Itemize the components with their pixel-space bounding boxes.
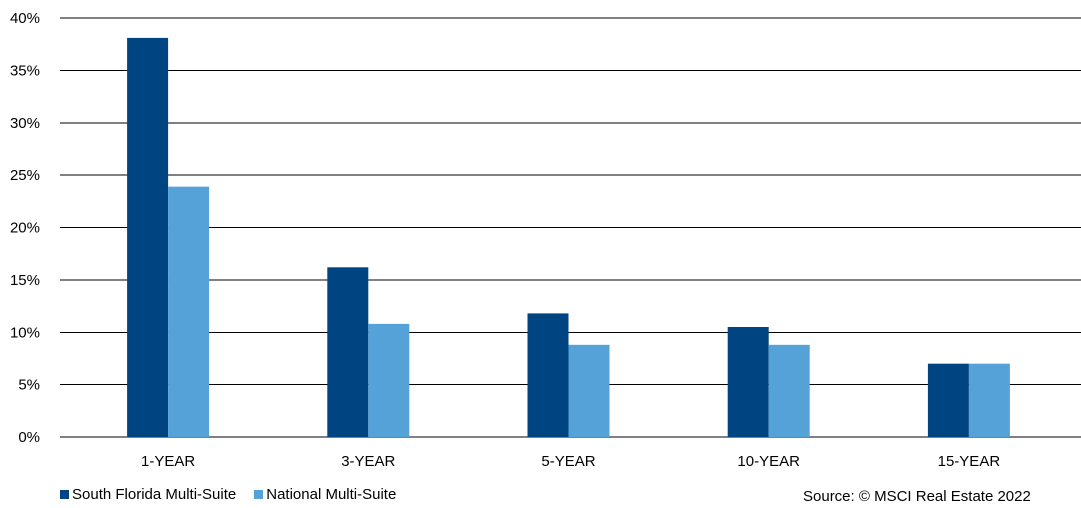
x-tick-label: 10-YEAR <box>737 453 800 470</box>
bar-south-florida-15-year <box>927 363 969 437</box>
legend-label-national: National Multi-Suite <box>266 486 397 503</box>
y-tick-label: 20% <box>10 220 40 237</box>
y-tick-label: 15% <box>10 272 40 289</box>
y-tick-label: 30% <box>10 115 40 132</box>
gridlines <box>60 17 1081 438</box>
y-tick-label: 10% <box>10 324 40 341</box>
bar-south-florida-5-year <box>527 313 569 437</box>
x-tick-label: 15-YEAR <box>938 453 1001 470</box>
bar-national-15-year <box>968 363 1010 437</box>
legend-label-south-florida: South Florida Multi-Suite <box>72 486 237 503</box>
bar-south-florida-10-year <box>727 327 769 437</box>
bar-south-florida-1-year <box>127 37 169 438</box>
y-tick-label: 25% <box>10 167 40 184</box>
legend-item-south-florida: South Florida Multi-Suite <box>60 486 236 503</box>
bar-national-10-year <box>768 344 810 437</box>
legend-swatch-south-florida <box>60 490 69 499</box>
bars <box>127 37 1010 438</box>
y-axis-ticks: 0% 5% 10% 15% 20% 25% 30% 35% 40% <box>10 10 40 446</box>
x-tick-label: 5-YEAR <box>541 453 595 470</box>
bar-national-3-year <box>368 323 410 437</box>
legend-swatch-national <box>254 490 264 499</box>
legend: South Florida Multi-Suite National Multi… <box>60 486 396 503</box>
legend-item-national: National Multi-Suite <box>254 486 396 503</box>
bar-national-5-year <box>568 344 610 437</box>
source-note: Source: © MSCI Real Estate 2022 <box>803 488 1031 505</box>
bar-south-florida-3-year <box>327 267 369 437</box>
bar-national-1-year <box>168 186 210 437</box>
x-tick-label: 1-YEAR <box>141 453 195 470</box>
bar-chart: 0% 5% 10% 15% 20% 25% 30% 35% 40% 1-YEAR 3-YEAR 5-… <box>10 10 1081 470</box>
y-tick-label: 5% <box>18 377 40 394</box>
y-tick-label: 35% <box>10 62 40 79</box>
y-tick-label: 0% <box>18 429 40 446</box>
x-axis-ticks: 1-YEAR 3-YEAR 5-YEAR 10-YEAR 15-YEAR <box>141 453 1000 470</box>
y-tick-label: 40% <box>10 10 40 27</box>
x-tick-label: 3-YEAR <box>341 453 395 470</box>
